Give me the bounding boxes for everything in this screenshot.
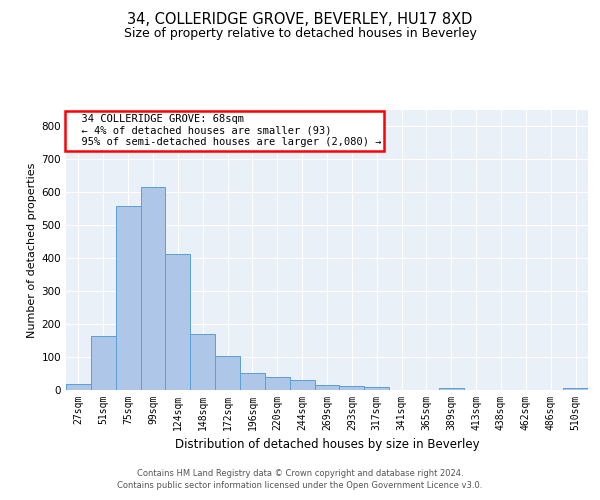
Bar xyxy=(314,386,340,390)
Text: Contains HM Land Registry data © Crown copyright and database right 2024.: Contains HM Land Registry data © Crown c… xyxy=(137,468,463,477)
Bar xyxy=(140,188,166,390)
Bar xyxy=(66,384,91,390)
Bar xyxy=(91,336,116,390)
Bar xyxy=(240,373,265,390)
Bar xyxy=(290,380,314,390)
Bar xyxy=(265,377,290,390)
Bar xyxy=(439,388,464,390)
Bar xyxy=(166,254,190,390)
X-axis label: Distribution of detached houses by size in Beverley: Distribution of detached houses by size … xyxy=(175,438,479,452)
Bar xyxy=(116,206,140,390)
Bar xyxy=(340,386,364,390)
Text: Size of property relative to detached houses in Beverley: Size of property relative to detached ho… xyxy=(124,28,476,40)
Bar xyxy=(190,334,215,390)
Bar xyxy=(215,356,240,390)
Text: 34, COLLERIDGE GROVE, BEVERLEY, HU17 8XD: 34, COLLERIDGE GROVE, BEVERLEY, HU17 8XD xyxy=(127,12,473,28)
Text: 34 COLLERIDGE GROVE: 68sqm
  ← 4% of detached houses are smaller (93)
  95% of s: 34 COLLERIDGE GROVE: 68sqm ← 4% of detac… xyxy=(68,114,381,148)
Bar xyxy=(563,388,588,390)
Bar xyxy=(364,387,389,390)
Text: Contains public sector information licensed under the Open Government Licence v3: Contains public sector information licen… xyxy=(118,481,482,490)
Y-axis label: Number of detached properties: Number of detached properties xyxy=(28,162,37,338)
